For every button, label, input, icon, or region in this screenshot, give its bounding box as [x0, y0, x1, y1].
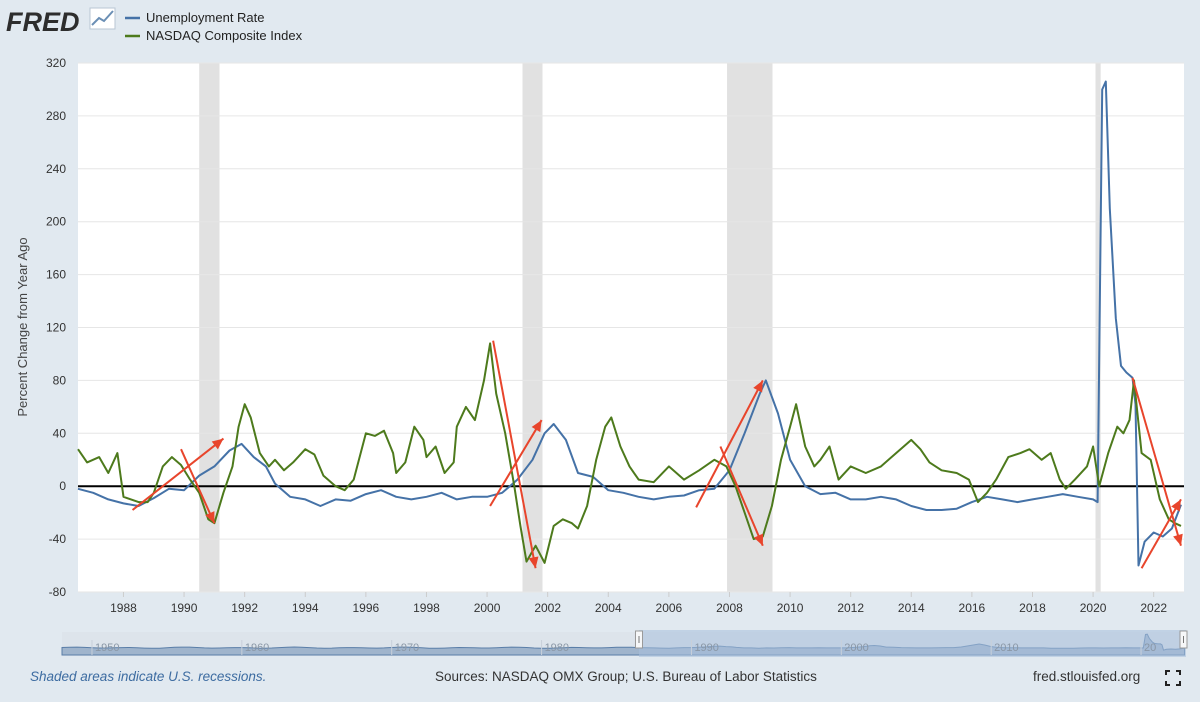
- x-tick-label: 2022: [1140, 601, 1167, 615]
- range-navigator[interactable]: 1950 1960 1970 1980 1990 2000 2010 20: [61, 630, 1188, 657]
- x-tick-label: 1990: [171, 601, 198, 615]
- navigator-tick-label: 1960: [245, 642, 269, 654]
- annotation-arrowhead: [1171, 499, 1181, 512]
- x-tick-label: 2008: [716, 601, 743, 615]
- annotation-arrows: [131, 340, 1183, 569]
- legend: Unemployment Rate NASDAQ Composite Index: [125, 10, 303, 43]
- annotation-arrowhead: [753, 380, 763, 393]
- navigator-selected-range[interactable]: [638, 630, 1186, 657]
- logo-graph-icon: [89, 7, 116, 30]
- x-tick-label: 1998: [413, 601, 440, 615]
- navigator-tick-label: 1990: [694, 642, 718, 654]
- y-tick-label: 200: [46, 215, 66, 229]
- annotation-arrow: [1140, 498, 1182, 569]
- x-tick-label: 1996: [353, 601, 380, 615]
- fred-logo[interactable]: FRED: [6, 7, 116, 37]
- navigator-ticks: 1950 1960 1970 1980 1990 2000 2010 20: [91, 640, 1156, 655]
- annotation-arrow: [131, 437, 225, 511]
- navigator-tick-label: 1950: [95, 642, 119, 654]
- x-tick-label: 2004: [595, 601, 622, 615]
- y-tick-label: -40: [49, 532, 67, 546]
- y-tick-label: 0: [59, 479, 66, 493]
- series-lines: [77, 80, 1182, 567]
- x-tick-label: 2006: [656, 601, 683, 615]
- navigator-tick-label: 1970: [395, 642, 419, 654]
- y-tick-label: 40: [53, 426, 67, 440]
- annotation-arrowhead: [1173, 533, 1183, 546]
- x-tick-label: 2020: [1080, 601, 1107, 615]
- y-tick-label: 80: [53, 373, 67, 387]
- series-line-nasdaq: [77, 342, 1182, 564]
- x-tick-label: 1994: [292, 601, 319, 615]
- annotation-arrow: [180, 448, 216, 524]
- navigator-tick-label: 2000: [844, 642, 868, 654]
- y-tick-label: 320: [46, 56, 66, 70]
- legend-label-nasdaq: NASDAQ Composite Index: [146, 28, 303, 43]
- annotation-arrowhead: [205, 511, 215, 524]
- y-tick-label: 160: [46, 268, 66, 282]
- annotation-arrow: [1131, 377, 1182, 546]
- annotation-arrow: [719, 446, 764, 547]
- y-tick-label: 280: [46, 109, 66, 123]
- legend-label-unemployment: Unemployment Rate: [146, 10, 265, 25]
- fred-logo-text: FRED: [6, 7, 80, 37]
- navigator-handle-right[interactable]: [1179, 630, 1188, 649]
- navigator-tick-label: 20: [1144, 642, 1156, 654]
- navigator-tick-label: 1980: [545, 642, 569, 654]
- series-line-unemployment: [77, 80, 1182, 567]
- x-tick-label: 1992: [231, 601, 258, 615]
- y-tick-label: 240: [46, 162, 66, 176]
- y-axis-title: Percent Change from Year Ago: [15, 237, 30, 416]
- x-tick-label: 2010: [777, 601, 804, 615]
- y-tick-labels: -80 -40 0 40 80 120 160 200 240 280 320: [46, 56, 66, 599]
- y-tick-label: 120: [46, 321, 66, 335]
- annotation-arrow: [492, 340, 537, 569]
- x-tick-label: 2002: [534, 601, 561, 615]
- x-tick-label: 1988: [110, 601, 137, 615]
- x-tick-label: 2016: [959, 601, 986, 615]
- annotation-arrowhead: [528, 556, 539, 569]
- sources-note: Sources: NASDAQ OMX Group; U.S. Bureau o…: [435, 669, 817, 684]
- site-link[interactable]: fred.stlouisfed.org: [1033, 669, 1141, 684]
- x-tick-label: 2000: [474, 601, 501, 615]
- x-tick-labels: 1988 1990 1992 1994 1996 1998 2000 2002 2004 2006…: [110, 592, 1167, 615]
- x-tick-label: 2018: [1019, 601, 1046, 615]
- x-tick-label: 2012: [837, 601, 864, 615]
- fullscreen-icon[interactable]: [1165, 670, 1181, 686]
- annotation-arrow: [695, 379, 764, 508]
- annotation-arrowhead: [211, 438, 224, 450]
- recession-note: Shaded areas indicate U.S. recessions.: [30, 669, 267, 684]
- annotation-arrowhead: [531, 420, 542, 433]
- navigator-handle-left[interactable]: [634, 630, 643, 649]
- y-tick-label: -80: [49, 585, 67, 599]
- navigator-tick-label: 2010: [994, 642, 1018, 654]
- x-tick-label: 2014: [898, 601, 925, 615]
- annotation-arrowhead: [753, 533, 764, 546]
